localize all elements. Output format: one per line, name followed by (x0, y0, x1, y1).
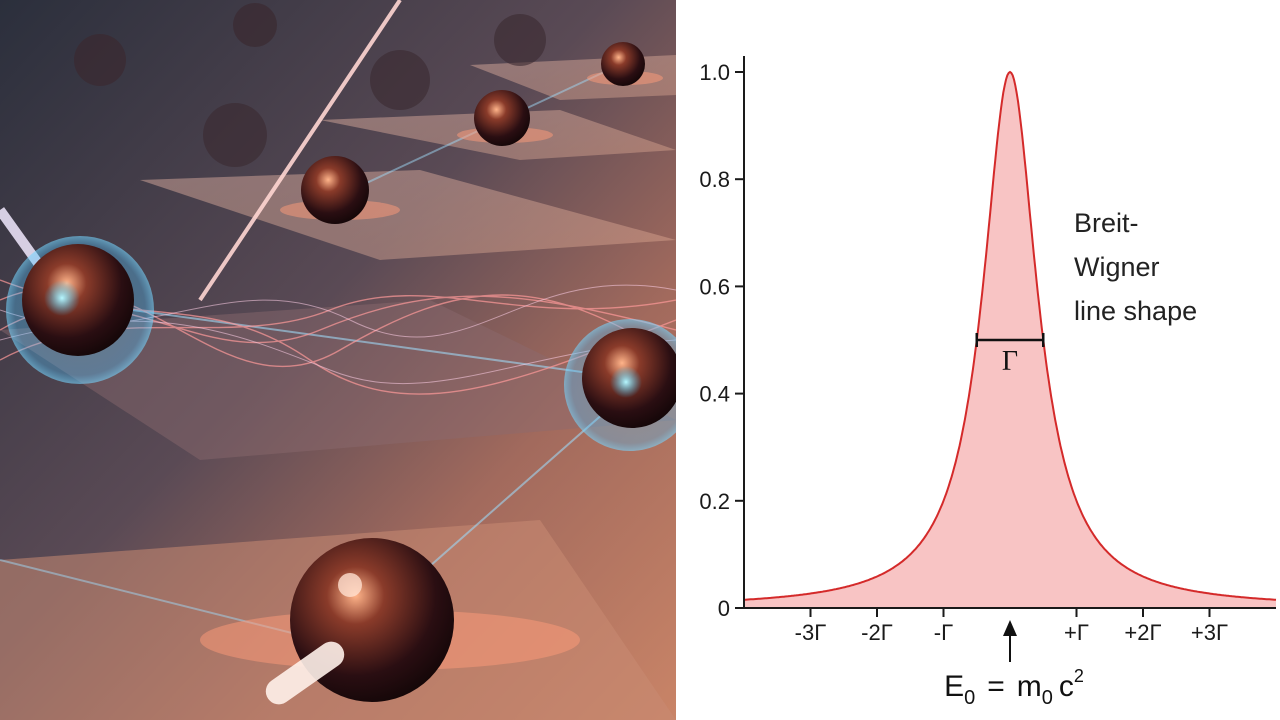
x-tick-label: -2Γ (861, 620, 893, 645)
quantum-network-illustration (0, 0, 676, 720)
y-tick-label: 0.8 (699, 167, 730, 192)
sphere-foreground (200, 538, 580, 705)
eq-m: m (1017, 670, 1042, 703)
peak-arrow-icon (1003, 620, 1017, 662)
y-tick-label: 0.6 (699, 274, 730, 299)
annotation-line-2: Wigner (1074, 252, 1160, 282)
y-tick-label: 0.2 (699, 489, 730, 514)
y-tick-label: 0 (718, 596, 730, 621)
sphere-small-3 (587, 42, 663, 86)
x-ticks: -3Γ -2Γ -Γ +Γ +2Γ +3Γ (795, 608, 1228, 645)
annotation-line-1: Breit- (1074, 208, 1139, 238)
qubit-sphere-right (564, 319, 676, 451)
eq-E-sub: 0 (964, 687, 975, 709)
annotation-line-3: line shape (1074, 296, 1197, 326)
eq-m-sub: 0 (1042, 687, 1053, 709)
y-tick-label: 1.0 (699, 60, 730, 85)
eq-E: E (944, 670, 964, 703)
peak-energy-equation: E0 = m0 c2 (944, 666, 1084, 709)
y-ticks: 0 0.2 0.4 0.6 0.8 1.0 (699, 60, 744, 621)
qubit-sphere-left (6, 236, 154, 384)
fwhm-marker: Γ (975, 333, 1045, 377)
sphere-small-2 (457, 90, 553, 146)
x-tick-label: +3Γ (1191, 620, 1228, 645)
eq-equals: = (987, 670, 1005, 703)
axes: 0 0.2 0.4 0.6 0.8 1.0 -3Γ -2Γ -Γ +Γ +2Γ +3Γ (699, 56, 1276, 645)
breit-wigner-chart: 0 0.2 0.4 0.6 0.8 1.0 -3Γ -2Γ -Γ +Γ +2Γ +3Γ Γ Brei… (699, 56, 1277, 709)
y-tick-label: 0.4 (699, 382, 730, 407)
eq-c-sup: 2 (1074, 666, 1084, 686)
x-tick-label: -3Γ (795, 620, 827, 645)
line-shape-annotation: Breit- Wigner line shape (1074, 208, 1197, 326)
eq-c: c (1059, 670, 1074, 703)
x-tick-label: -Γ (934, 620, 953, 645)
x-tick-label: +2Γ (1124, 620, 1161, 645)
sphere-small-1 (280, 156, 400, 224)
x-tick-label: +Γ (1064, 620, 1089, 645)
curve-line (743, 70, 1277, 601)
fwhm-gamma-label: Γ (1002, 346, 1018, 377)
